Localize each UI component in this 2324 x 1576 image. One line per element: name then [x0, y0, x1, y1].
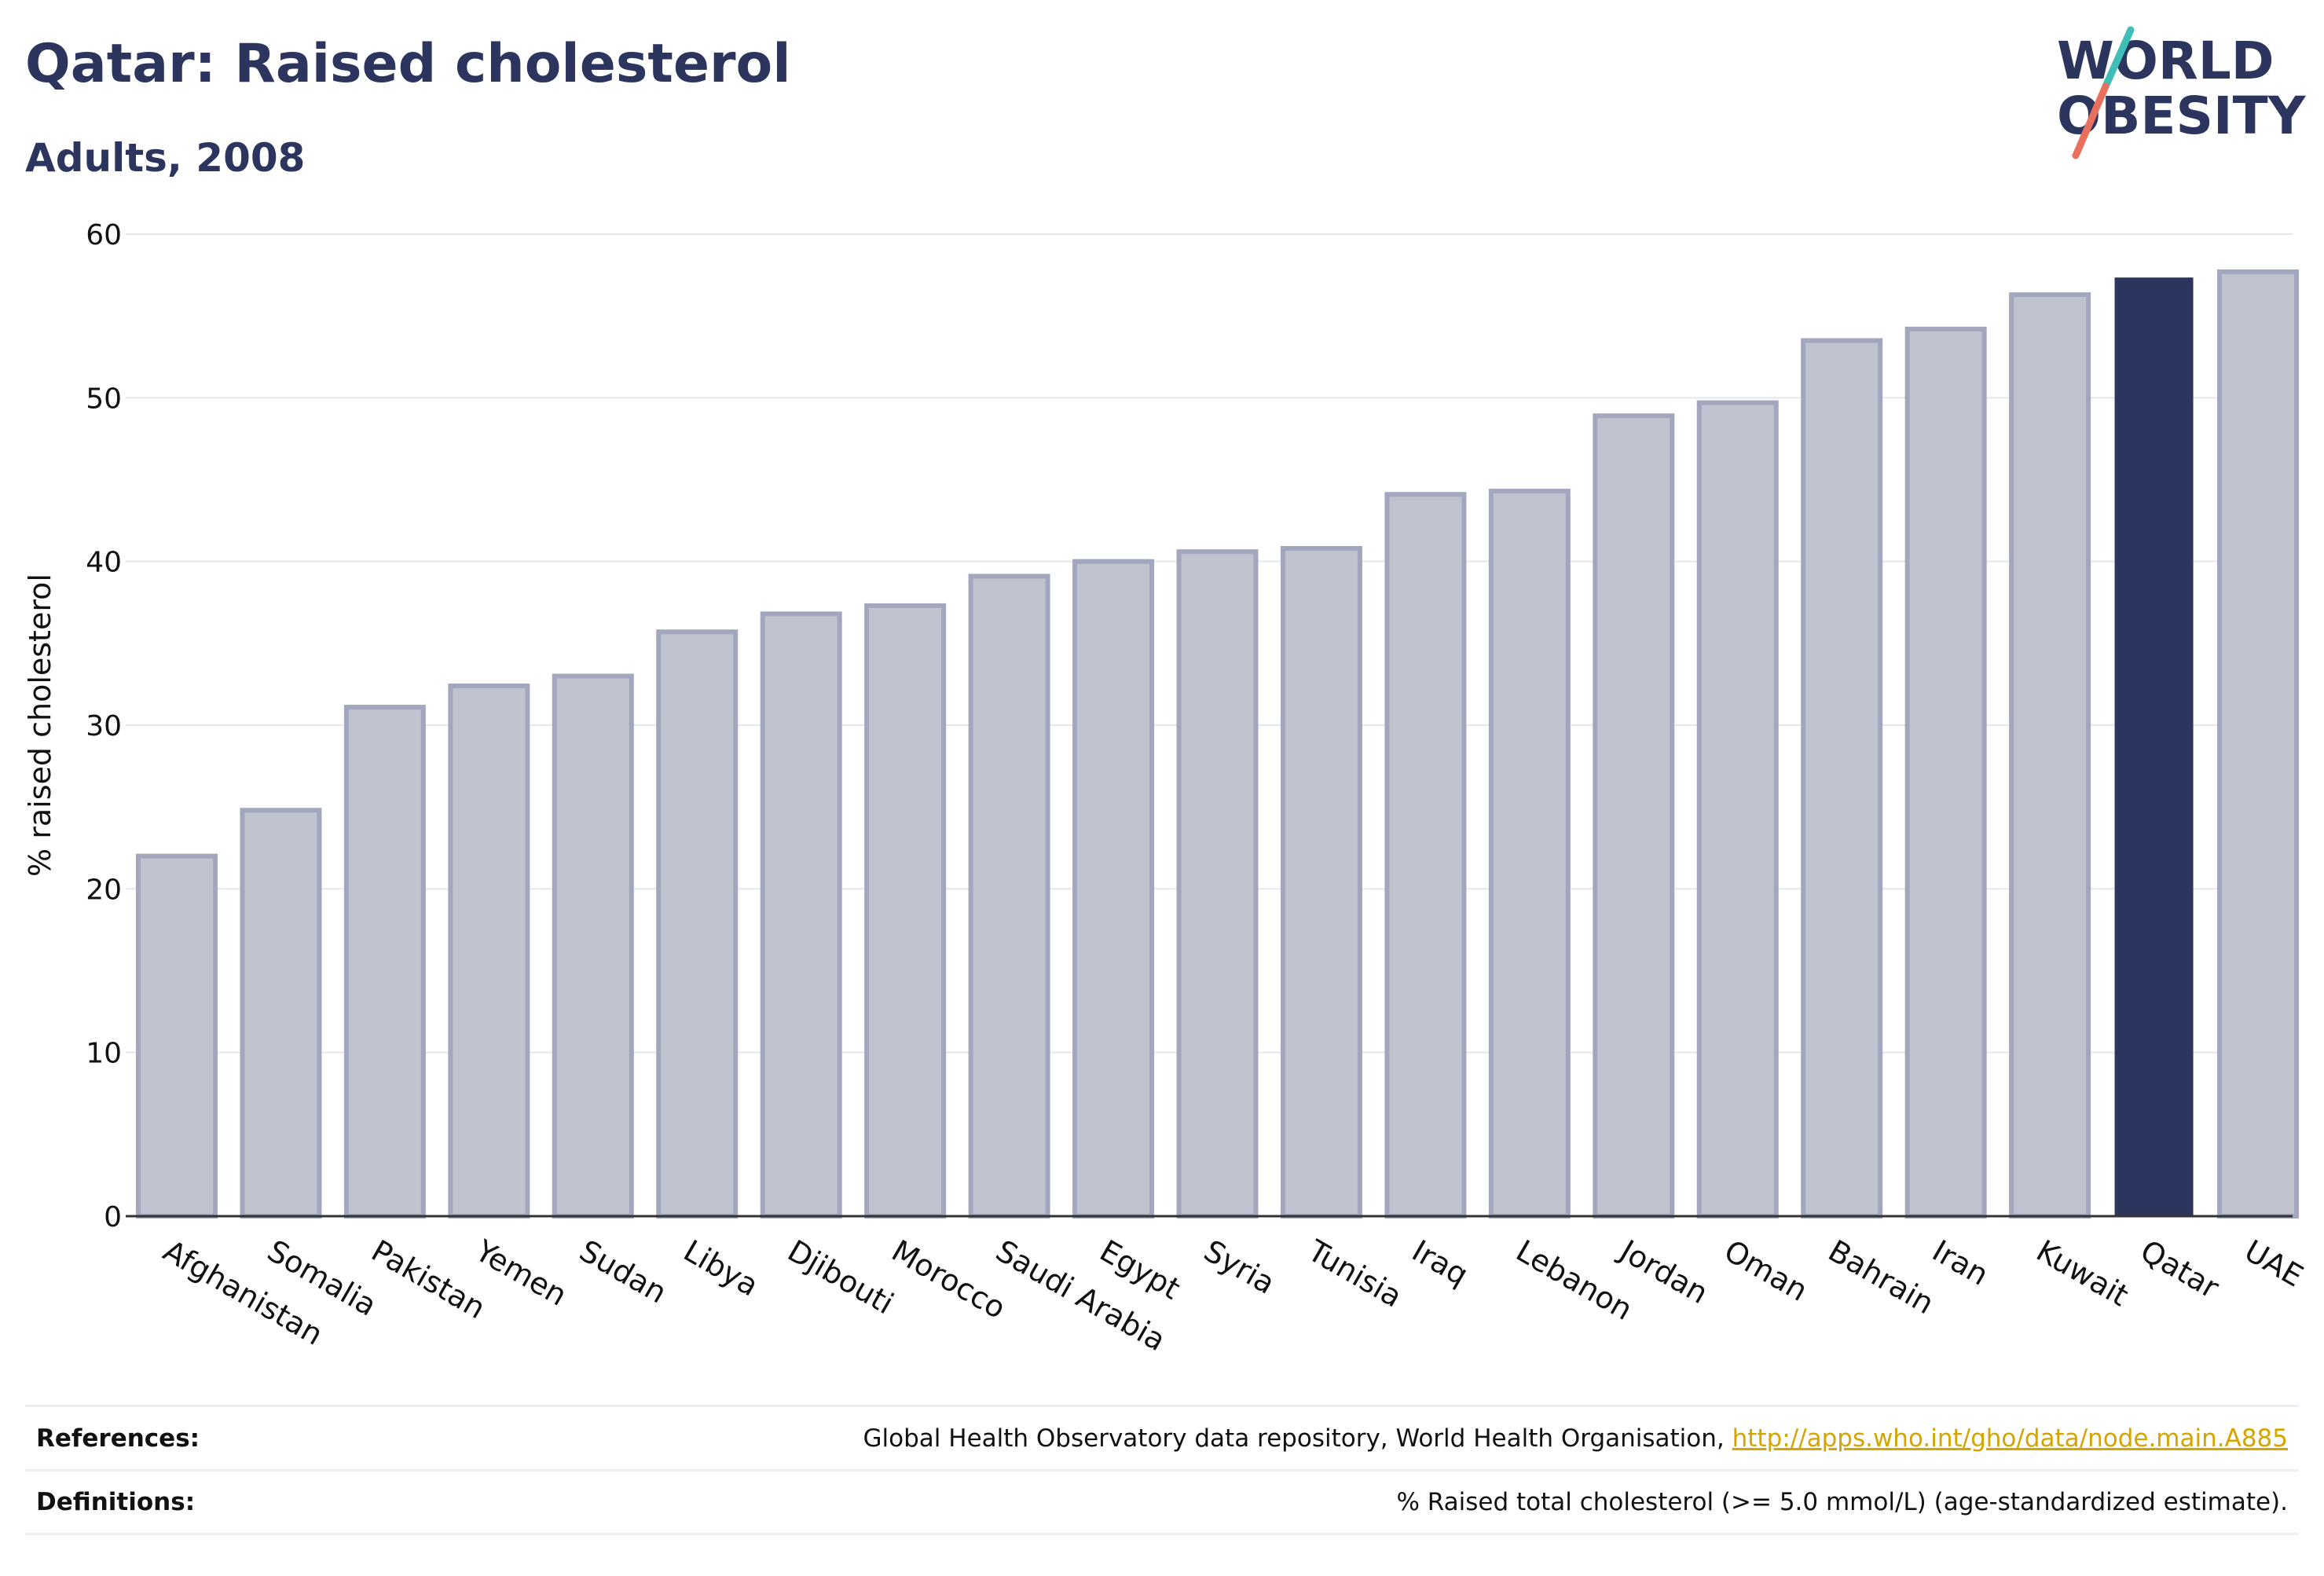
bar-lebanon — [1488, 489, 1571, 1219]
bar-jordan — [1593, 413, 1675, 1219]
references-link[interactable]: http://apps.who.int/gho/data/node.main.A… — [1732, 1424, 2288, 1453]
bar-libya — [656, 629, 739, 1219]
bar-uae — [2217, 269, 2299, 1219]
x-tick-label: Syria — [1198, 1233, 1281, 1301]
x-tick-label: UAE — [2239, 1233, 2309, 1294]
y-tick-label: 50 — [86, 383, 122, 415]
references-text: Global Health Observatory data repositor… — [863, 1424, 1732, 1453]
definitions-row: Definitions: % Raised total cholesterol … — [25, 1469, 2299, 1535]
x-tick-label: Oman — [1718, 1233, 1813, 1308]
references-row: References: Global Health Observatory da… — [25, 1405, 2299, 1469]
bar-saudi-arabia — [968, 574, 1050, 1219]
bars — [136, 269, 2299, 1219]
world-obesity-logo: WORLD OBESITY — [2057, 26, 2307, 159]
chart-title: Qatar: Raised cholesterol — [25, 33, 791, 95]
bar-iraq — [1384, 492, 1467, 1219]
chart-subtitle: Adults, 2008 — [25, 135, 306, 181]
bar-djibouti — [760, 611, 842, 1219]
x-tick-label: Sudan — [574, 1233, 673, 1310]
bar-bahrain — [1801, 338, 1883, 1219]
y-tick-label: 20 — [86, 874, 122, 906]
references-label: References: — [36, 1424, 200, 1453]
bar-morocco — [864, 603, 947, 1219]
x-tick-label: Libya — [678, 1233, 764, 1303]
bar-syria — [1176, 549, 1259, 1219]
x-tick-label: Pakistan — [365, 1233, 491, 1326]
y-tick-label: 60 — [86, 219, 122, 251]
y-tick-label: 40 — [86, 547, 122, 579]
bar-chart: 0 10 20 30 40 50 60 % raised cholesterol Afgha… — [23, 219, 2309, 1358]
definitions-text: % Raised total cholesterol (>= 5.0 mmol/… — [1396, 1488, 2288, 1516]
y-axis-ticks: 0 10 20 30 40 50 60 — [86, 219, 122, 1233]
x-tick-label: Bahrain — [1823, 1233, 1940, 1321]
x-tick-label: Kuwait — [2031, 1233, 2135, 1314]
bar-tunisia — [1280, 546, 1362, 1219]
x-tick-label: Qatar — [2135, 1233, 2225, 1306]
bar-sudan — [552, 673, 634, 1219]
bar-somalia — [240, 808, 322, 1219]
bar-qatar — [2114, 277, 2194, 1217]
x-tick-label: Lebanon — [1510, 1233, 1638, 1327]
y-tick-label: 0 — [104, 1201, 122, 1233]
x-tick-label: Iran — [1926, 1233, 1994, 1292]
bar-afghanistan — [136, 853, 218, 1219]
bar-kuwait — [2009, 292, 2091, 1219]
x-tick-label: Morocco — [886, 1233, 1012, 1326]
x-tick-label: Tunisia — [1302, 1233, 1408, 1314]
y-tick-label: 30 — [86, 710, 122, 742]
bar-oman — [1696, 400, 1779, 1219]
references-content: Global Health Observatory data repositor… — [863, 1424, 2288, 1453]
bar-egypt — [1072, 559, 1155, 1219]
y-tick-label: 10 — [86, 1038, 122, 1070]
y-axis-label: % raised cholesterol — [23, 574, 57, 877]
bar-iran — [1904, 326, 1987, 1219]
logo-text-line1: WORLD — [2057, 31, 2275, 91]
bar-yemen — [448, 684, 530, 1219]
x-tick-label: Djibouti — [782, 1233, 900, 1321]
bar-pakistan — [343, 705, 426, 1219]
logo-slash-teal — [2102, 26, 2135, 90]
definitions-label: Definitions: — [36, 1488, 196, 1516]
x-tick-label: Iraq — [1406, 1233, 1474, 1292]
logo-slash-coral — [2072, 82, 2110, 159]
